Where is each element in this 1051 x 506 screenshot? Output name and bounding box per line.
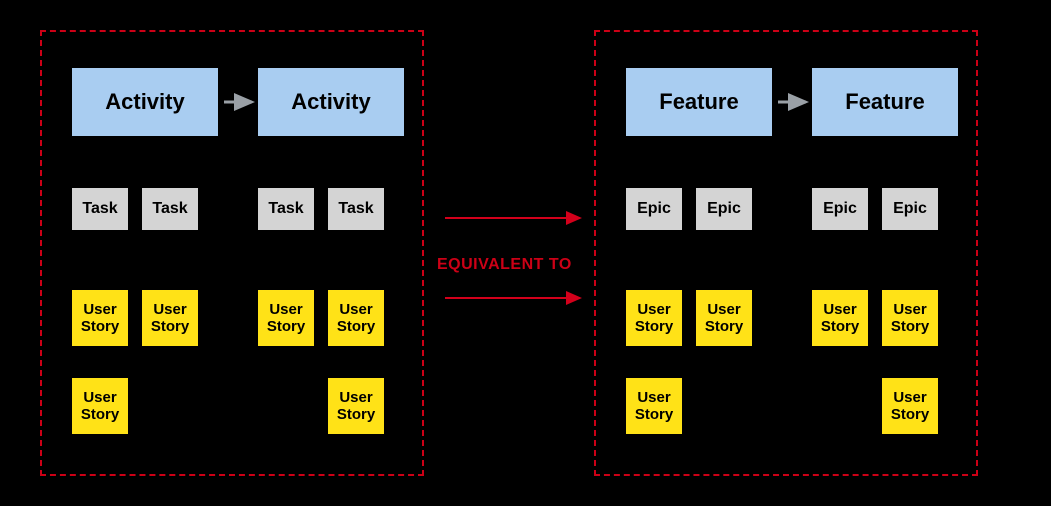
left-mid-box-2-label: Task <box>268 200 303 218</box>
right-story-box-4: User Story <box>624 376 684 436</box>
right-story-box-2-label: User Story <box>821 301 859 336</box>
right-story-box-1: User Story <box>694 288 754 348</box>
left-mid-box-1: Task <box>140 186 200 232</box>
left-mid-box-0: Task <box>70 186 130 232</box>
left-top-box-0-label: Activity <box>105 89 184 114</box>
right-story-box-4-label: User Story <box>635 389 673 424</box>
right-mid-box-1: Epic <box>694 186 754 232</box>
right-story-box-3-label: User Story <box>891 301 929 336</box>
left-story-box-4: User Story <box>70 376 130 436</box>
right-story-box-0-label: User Story <box>635 301 673 336</box>
left-story-box-0: User Story <box>70 288 130 348</box>
left-story-box-2-label: User Story <box>267 301 305 336</box>
right-story-box-1-label: User Story <box>705 301 743 336</box>
right-mid-box-0-label: Epic <box>637 200 671 218</box>
right-mid-box-3-label: Epic <box>893 200 927 218</box>
right-mid-box-0: Epic <box>624 186 684 232</box>
left-story-box-3: User Story <box>326 288 386 348</box>
right-mid-box-2-label: Epic <box>823 200 857 218</box>
right-top-box-1-label: Feature <box>845 89 924 114</box>
left-story-box-2: User Story <box>256 288 316 348</box>
left-top-box-1-label: Activity <box>291 89 370 114</box>
left-story-box-5-label: User Story <box>337 389 375 424</box>
right-mid-box-1-label: Epic <box>707 200 741 218</box>
right-story-box-2: User Story <box>810 288 870 348</box>
left-mid-box-1-label: Task <box>152 200 187 218</box>
right-top-box-1: Feature <box>810 66 960 138</box>
left-story-box-0-label: User Story <box>81 301 119 336</box>
left-story-box-1-label: User Story <box>151 301 189 336</box>
left-top-box-1: Activity <box>256 66 406 138</box>
left-mid-box-2: Task <box>256 186 316 232</box>
right-top-box-0-label: Feature <box>659 89 738 114</box>
left-story-box-4-label: User Story <box>81 389 119 424</box>
left-mid-box-3: Task <box>326 186 386 232</box>
left-story-box-1: User Story <box>140 288 200 348</box>
right-story-box-5: User Story <box>880 376 940 436</box>
right-top-box-0: Feature <box>624 66 774 138</box>
right-mid-box-3: Epic <box>880 186 940 232</box>
right-story-box-0: User Story <box>624 288 684 348</box>
left-story-box-5: User Story <box>326 376 386 436</box>
right-mid-box-2: Epic <box>810 186 870 232</box>
right-story-box-3: User Story <box>880 288 940 348</box>
left-mid-box-0-label: Task <box>82 200 117 218</box>
left-mid-box-3-label: Task <box>338 200 373 218</box>
left-story-box-3-label: User Story <box>337 301 375 336</box>
right-story-box-5-label: User Story <box>891 389 929 424</box>
left-top-box-0: Activity <box>70 66 220 138</box>
